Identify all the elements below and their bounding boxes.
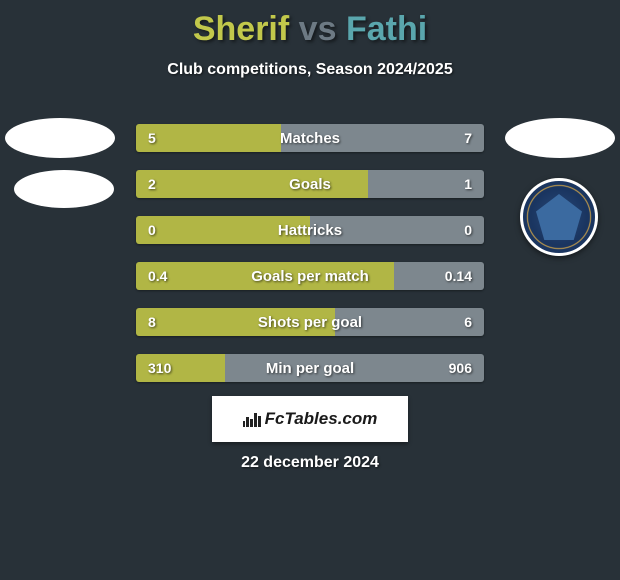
stat-bar-left xyxy=(136,308,335,336)
stat-bar-left xyxy=(136,216,310,244)
subtitle: Club competitions, Season 2024/2025 xyxy=(0,61,620,79)
stat-row: Goals21 xyxy=(136,170,484,198)
brand-text: FcTables.com xyxy=(265,409,378,429)
brand-footer: FcTables.com xyxy=(212,396,408,442)
stat-row: Goals per match0.40.14 xyxy=(136,262,484,290)
stat-bar-right xyxy=(225,354,484,382)
stat-bar-right xyxy=(281,124,484,152)
player2-club-logo xyxy=(520,178,598,256)
brand-bars-icon xyxy=(243,411,261,427)
stat-row: Hattricks00 xyxy=(136,216,484,244)
stat-bar-left xyxy=(136,170,368,198)
club-logo-shield-icon xyxy=(536,194,582,240)
stat-bar-right xyxy=(394,262,484,290)
stat-bar-left xyxy=(136,124,281,152)
stat-row: Min per goal310906 xyxy=(136,354,484,382)
player2-name: Fathi xyxy=(346,10,427,48)
stat-row: Shots per goal86 xyxy=(136,308,484,336)
snapshot-date: 22 december 2024 xyxy=(0,454,620,472)
player2-badge-placeholder xyxy=(505,118,615,158)
stat-bar-right xyxy=(335,308,484,336)
comparison-bars: Matches57 Goals21 Hattricks00 Goals per mat… xyxy=(136,124,484,400)
stat-bar-left xyxy=(136,354,225,382)
stat-bar-right xyxy=(310,216,484,244)
stat-bar-left xyxy=(136,262,394,290)
stat-row: Matches57 xyxy=(136,124,484,152)
vs-text: vs xyxy=(299,10,337,48)
player1-badge-placeholder-2 xyxy=(14,170,114,208)
stat-bar-right xyxy=(368,170,484,198)
player1-badge-placeholder-1 xyxy=(5,118,115,158)
player1-name: Sherif xyxy=(193,10,289,48)
comparison-title: Sherif vs Fathi xyxy=(0,0,620,49)
